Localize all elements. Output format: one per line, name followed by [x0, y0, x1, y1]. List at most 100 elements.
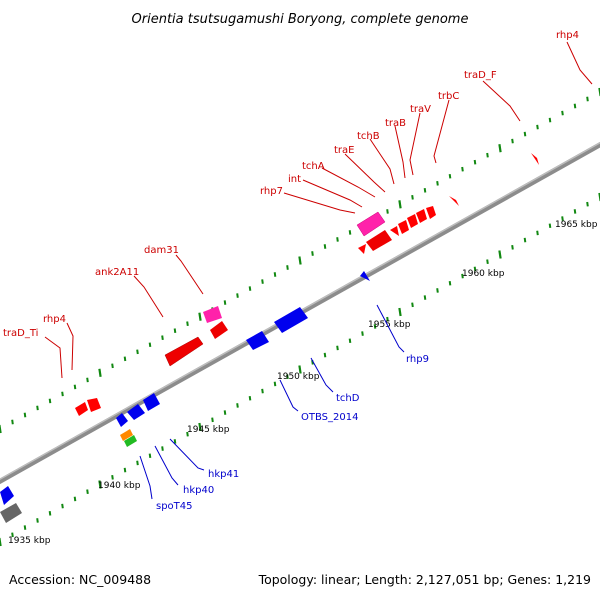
gene-feature[interactable] — [358, 244, 366, 254]
gene-feature[interactable] — [426, 206, 436, 219]
strand-tick — [311, 251, 314, 256]
gene-label[interactable]: rhp4 — [43, 314, 66, 325]
gene-feature[interactable] — [0, 486, 14, 505]
gene-feature[interactable] — [274, 307, 308, 333]
strand-tick — [161, 446, 164, 451]
strand-tick — [561, 216, 564, 221]
strand-tick — [86, 489, 89, 495]
gene-label[interactable]: traD_Ti — [3, 328, 38, 339]
gene-label[interactable]: rhp4 — [556, 30, 579, 41]
gene-label[interactable]: traD_F — [464, 70, 497, 81]
gene-label[interactable]: hkp40 — [183, 485, 214, 496]
strand-tick — [11, 419, 14, 425]
gene-feature[interactable] — [143, 393, 160, 411]
gene-label[interactable]: OTBS_2014 — [301, 412, 358, 423]
strand-tick — [36, 405, 39, 411]
gene-label[interactable]: dam31 — [144, 245, 179, 256]
gene-label[interactable]: traB — [385, 118, 406, 129]
tick-label: 1935 kbp — [8, 536, 51, 546]
gene-label[interactable]: tchA — [302, 161, 325, 172]
scale-ticks: 1935 kbp 1940 kbp 1945 kbp 1950 kbp 1955… — [8, 220, 598, 546]
strand-tick — [273, 381, 277, 387]
gene-feature[interactable] — [398, 220, 409, 234]
strand-tick — [73, 496, 77, 502]
gene-label[interactable]: tchD — [336, 393, 360, 404]
strand-tick — [136, 460, 139, 466]
strand-tick — [248, 286, 252, 291]
gene-label[interactable]: rhp9 — [406, 354, 429, 365]
forward-genes — [75, 153, 539, 416]
gene-label[interactable]: traV — [410, 104, 431, 115]
gene-label[interactable]: traE — [334, 145, 354, 156]
gene-feature[interactable] — [246, 331, 269, 350]
strand-tick — [248, 395, 252, 401]
strand-tick — [511, 138, 514, 144]
gene-feature[interactable] — [416, 209, 427, 223]
strand-tick — [498, 250, 502, 259]
strand-tick — [23, 525, 27, 530]
strand-tick — [223, 410, 227, 415]
strand-tick — [273, 272, 277, 277]
gene-feature[interactable] — [531, 153, 539, 165]
gene-feature[interactable] — [210, 321, 228, 339]
gene-feature[interactable] — [120, 429, 133, 441]
strand-tick — [111, 474, 114, 480]
strand-tick — [336, 237, 339, 242]
gene-feature[interactable] — [164, 336, 204, 367]
strand-tick — [86, 377, 89, 383]
gene-feature[interactable] — [366, 230, 392, 251]
strand-tick — [386, 316, 389, 322]
strand-tick — [411, 194, 414, 200]
strand-tick — [348, 230, 352, 235]
forward-leaders — [44, 41, 593, 379]
gene-feature[interactable] — [390, 226, 399, 236]
gene-feature[interactable] — [360, 271, 370, 281]
tick-label: 1940 kbp — [98, 481, 141, 491]
genome-summary: Topology: linear; Length: 2,127,051 bp; … — [258, 572, 591, 587]
gene-label[interactable]: hkp41 — [208, 469, 239, 480]
strand-tick — [73, 384, 77, 390]
strand-tick — [336, 345, 339, 351]
gene-label[interactable]: rhp7 — [260, 186, 283, 197]
strand-tick — [486, 152, 489, 158]
gene-label[interactable]: spoT45 — [156, 501, 193, 512]
gene-feature[interactable] — [116, 413, 128, 427]
strand-tick — [486, 259, 489, 265]
gene-label[interactable]: tchB — [357, 131, 380, 142]
gene-feature[interactable] — [449, 196, 459, 206]
strand-tick — [423, 295, 427, 300]
gene-feature[interactable] — [127, 404, 145, 420]
gene-feature[interactable] — [124, 435, 137, 447]
gene-feature[interactable] — [407, 214, 418, 228]
strand-tick — [573, 103, 577, 109]
gene-label[interactable]: ank2A11 — [95, 267, 139, 278]
strand-tick — [161, 335, 164, 341]
strand-tick — [98, 368, 102, 377]
forward-strand-guide — [0, 87, 600, 434]
strand-tick — [98, 480, 102, 489]
strand-tick — [548, 223, 552, 229]
map-title: Orientia tsutsugamushi Boryong, complete… — [132, 12, 469, 27]
strand-tick — [173, 328, 177, 334]
gene-feature[interactable] — [75, 402, 88, 416]
strand-tick — [223, 300, 227, 305]
gene-feature[interactable] — [203, 306, 222, 323]
tick-label: 1965 kbp — [555, 220, 598, 230]
reverse-genes — [0, 271, 370, 523]
strand-tick — [386, 209, 389, 214]
strand-tick — [198, 422, 202, 432]
strand-tick — [286, 265, 289, 270]
gene-label[interactable]: trbC — [438, 91, 459, 102]
strand-tick — [148, 453, 152, 459]
reverse-gene-labels: spoT45 hkp40 hkp41 OTBS_2014 tchD rhp9 — [156, 354, 429, 512]
strand-tick — [436, 180, 439, 186]
gene-feature[interactable] — [356, 211, 386, 237]
strand-tick — [48, 510, 52, 516]
gene-label[interactable]: int — [288, 174, 301, 185]
strand-tick — [148, 342, 152, 348]
gene-feature[interactable] — [0, 503, 22, 523]
strand-tick — [461, 273, 464, 279]
accession-label: Accession: NC_009488 — [9, 572, 152, 587]
gene-feature[interactable] — [87, 398, 101, 412]
